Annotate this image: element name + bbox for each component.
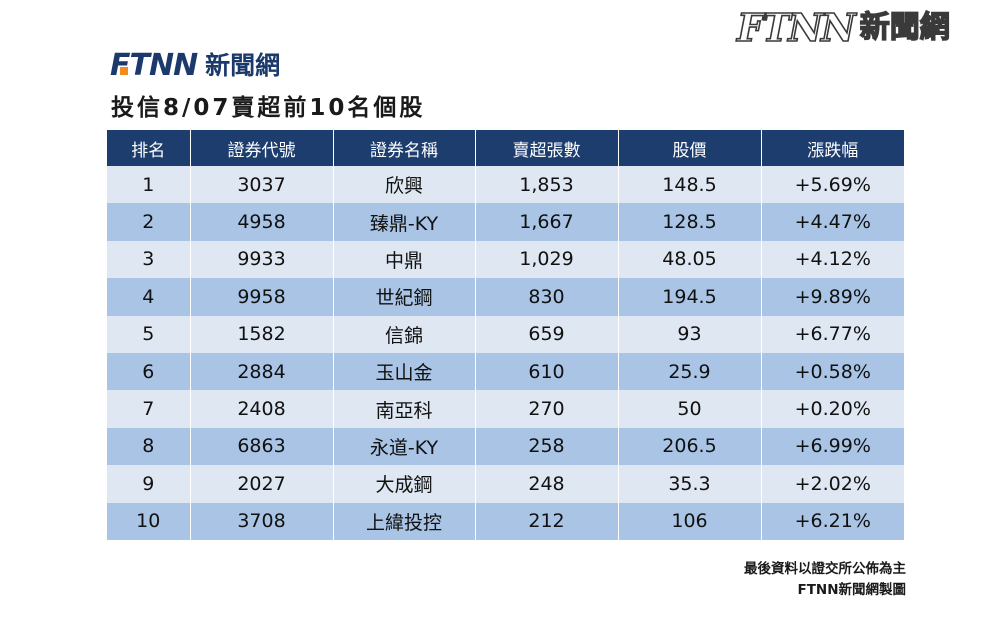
table-row: 6 2884 玉山金 610 25.9 +0.58% xyxy=(107,352,904,391)
cell-sell-volume: 258 xyxy=(475,427,619,466)
logo-dot-icon xyxy=(120,67,128,75)
cell-name: 永道-KY xyxy=(333,427,476,466)
page-title: 投信8/07賣超前10名個股 xyxy=(111,95,426,121)
cell-sell-volume: 248 xyxy=(475,465,619,503)
cell-price: 206.5 xyxy=(618,427,762,466)
cell-price: 25.9 xyxy=(618,352,762,391)
cell-rank: 4 xyxy=(107,278,191,316)
cell-price: 50 xyxy=(618,390,762,428)
cell-change: +6.21% xyxy=(761,502,904,540)
cell-rank: 2 xyxy=(107,203,191,241)
cell-rank: 8 xyxy=(107,427,191,466)
cell-name: 臻鼎-KY xyxy=(333,203,476,241)
table-header-row: 排名 證券代號 證券名稱 賣超張數 股價 漲跌幅 xyxy=(107,130,904,166)
cell-code: 4958 xyxy=(190,203,334,241)
logo-name: 新聞網 xyxy=(205,51,281,80)
cell-sell-volume: 1,853 xyxy=(475,166,619,204)
table-row: 9 2027 大成鋼 248 35.3 +2.02% xyxy=(107,465,904,503)
cell-price: 106 xyxy=(618,502,762,540)
cell-price: 148.5 xyxy=(618,166,762,204)
table-row: 1 3037 欣興 1,853 148.5 +5.69% xyxy=(107,166,904,204)
column-header-name: 證券名稱 xyxy=(333,130,476,166)
cell-name: 中鼎 xyxy=(333,240,476,279)
cell-code: 2408 xyxy=(190,390,334,428)
cell-price: 35.3 xyxy=(618,465,762,503)
cell-change: +6.99% xyxy=(761,427,904,466)
cell-name: 信錦 xyxy=(333,315,476,353)
cell-change: +4.47% xyxy=(761,203,904,241)
cell-code: 9958 xyxy=(190,278,334,316)
column-header-price: 股價 xyxy=(618,130,762,166)
cell-change: +6.77% xyxy=(761,315,904,353)
cell-sell-volume: 270 xyxy=(475,390,619,428)
cell-change: +4.12% xyxy=(761,240,904,279)
cell-code: 1582 xyxy=(190,315,334,353)
cell-sell-volume: 1,029 xyxy=(475,240,619,279)
cell-rank: 3 xyxy=(107,240,191,279)
cell-name: 欣興 xyxy=(333,166,476,204)
column-header-change: 漲跌幅 xyxy=(761,130,904,166)
table-row: 5 1582 信錦 659 93 +6.77% xyxy=(107,315,904,353)
table-row: 4 9958 世紀鋼 830 194.5 +9.89% xyxy=(107,278,904,316)
cell-rank: 6 xyxy=(107,352,191,391)
column-header-sell-volume: 賣超張數 xyxy=(475,130,619,166)
cell-rank: 1 xyxy=(107,166,191,204)
cell-sell-volume: 1,667 xyxy=(475,203,619,241)
cell-code: 2884 xyxy=(190,352,334,391)
cell-code: 9933 xyxy=(190,240,334,279)
cell-rank: 5 xyxy=(107,315,191,353)
sell-ranking-table: 排名 證券代號 證券名稱 賣超張數 股價 漲跌幅 1 3037 欣興 1,853 148.5 +5.… xyxy=(107,130,904,540)
cell-change: +2.02% xyxy=(761,465,904,503)
credit-note: FTNN新聞網製圖 xyxy=(797,582,906,598)
cell-rank: 10 xyxy=(107,502,191,540)
cell-rank: 7 xyxy=(107,390,191,428)
cell-code: 3708 xyxy=(190,502,334,540)
cell-code: 2027 xyxy=(190,465,334,503)
watermark-mark: FTNN xyxy=(736,5,856,50)
source-note: 最後資料以證交所公佈為主 xyxy=(744,561,906,577)
cell-name: 南亞科 xyxy=(333,390,476,428)
cell-code: 6863 xyxy=(190,427,334,466)
watermark-logo: FTNN 新聞網 xyxy=(736,5,950,50)
cell-name: 玉山金 xyxy=(333,352,476,391)
table-row: 2 4958 臻鼎-KY 1,667 128.5 +4.47% xyxy=(107,203,904,241)
column-header-rank: 排名 xyxy=(107,130,191,166)
cell-change: +5.69% xyxy=(761,166,904,204)
cell-name: 世紀鋼 xyxy=(333,278,476,316)
cell-name: 上緯投控 xyxy=(333,502,476,540)
table-row: 3 9933 中鼎 1,029 48.05 +4.12% xyxy=(107,240,904,279)
table-row: 8 6863 永道-KY 258 206.5 +6.99% xyxy=(107,427,904,466)
cell-price: 48.05 xyxy=(618,240,762,279)
logo-mark: FTNN xyxy=(110,48,198,83)
cell-change: +0.58% xyxy=(761,352,904,391)
cell-sell-volume: 659 xyxy=(475,315,619,353)
cell-sell-volume: 212 xyxy=(475,502,619,540)
cell-sell-volume: 610 xyxy=(475,352,619,391)
cell-price: 128.5 xyxy=(618,203,762,241)
cell-name: 大成鋼 xyxy=(333,465,476,503)
cell-code: 3037 xyxy=(190,166,334,204)
table-row: 10 3708 上緯投控 212 106 +6.21% xyxy=(107,502,904,540)
brand-logo: FTNN 新聞網 xyxy=(110,50,280,82)
cell-price: 93 xyxy=(618,315,762,353)
table-row: 7 2408 南亞科 270 50 +0.20% xyxy=(107,390,904,428)
cell-change: +9.89% xyxy=(761,278,904,316)
table-body: 1 3037 欣興 1,853 148.5 +5.69% 2 4958 臻鼎-KY 1,667 12… xyxy=(107,166,904,540)
cell-change: +0.20% xyxy=(761,390,904,428)
watermark-name: 新聞網 xyxy=(859,9,950,45)
column-header-code: 證券代號 xyxy=(190,130,334,166)
cell-rank: 9 xyxy=(107,465,191,503)
cell-sell-volume: 830 xyxy=(475,278,619,316)
cell-price: 194.5 xyxy=(618,278,762,316)
